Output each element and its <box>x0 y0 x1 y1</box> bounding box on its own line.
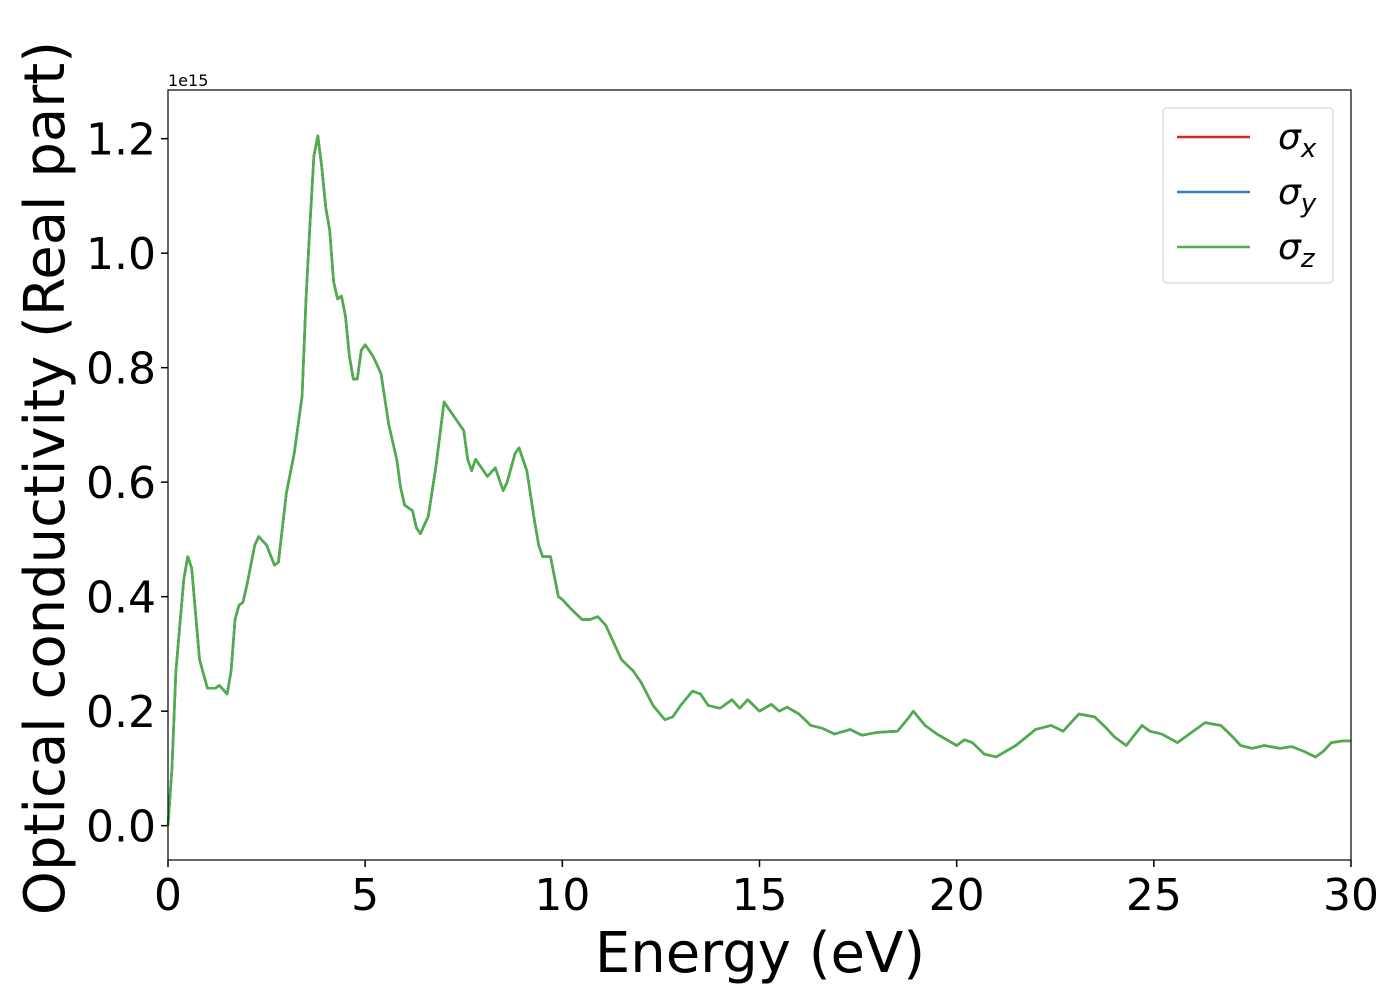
y-tick-label: 1.2 <box>86 115 156 166</box>
x-tick-label: 5 <box>351 870 379 921</box>
x-tick-label: 15 <box>732 870 788 921</box>
y-tick-label: 0.2 <box>86 687 156 738</box>
y-axis-label: Optical conductivity (Real part) <box>13 41 78 915</box>
legend-label: σz <box>1278 227 1316 274</box>
y-tick-label: 1.0 <box>86 229 156 280</box>
legend-symbol: σ <box>1278 227 1302 268</box>
legend-label: σy <box>1278 172 1317 219</box>
y-tick-label: 0.0 <box>86 802 156 853</box>
x-tick-label: 10 <box>534 870 590 921</box>
y-tick-label: 0.4 <box>86 573 156 624</box>
legend-subscript: z <box>1300 244 1316 274</box>
legend-symbol: σ <box>1278 172 1302 213</box>
x-tick-label: 30 <box>1323 870 1379 921</box>
legend-symbol: σ <box>1278 117 1302 158</box>
y-tick-label: 0.6 <box>86 458 156 509</box>
x-axis-label: Energy (eV) <box>595 921 925 986</box>
x-tick-label: 20 <box>929 870 985 921</box>
plot-frame <box>167 89 1352 861</box>
legend-label: σx <box>1278 117 1317 164</box>
legend-box <box>1162 107 1334 284</box>
y-offset-label: 1e15 <box>168 71 208 90</box>
data-line <box>166 134 1351 826</box>
legend-subscript: y <box>1300 189 1317 219</box>
y-tick-label: 0.8 <box>86 344 156 395</box>
x-tick-label: 25 <box>1126 870 1182 921</box>
x-tick-label: 0 <box>154 870 182 921</box>
legend-subscript: x <box>1300 134 1317 164</box>
